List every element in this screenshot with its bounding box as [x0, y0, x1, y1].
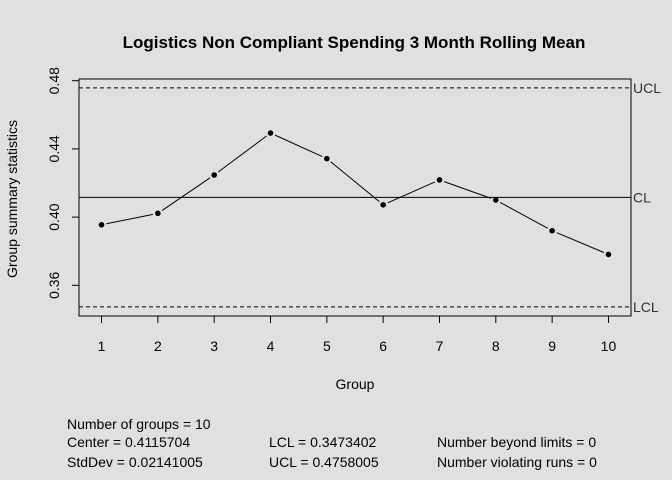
- x-axis-label: Group: [336, 376, 375, 392]
- x-axis: 1 2 3 4 5 6 7 8 9 10: [98, 315, 617, 354]
- chart-title: Logistics Non Compliant Spending 3 Month…: [123, 33, 586, 52]
- data-point: [436, 177, 443, 183]
- stats-center: Center = 0.4115704: [67, 434, 191, 450]
- series-segment: [444, 181, 492, 199]
- data-point: [98, 221, 105, 228]
- y-tick-label: 0.36: [46, 271, 62, 298]
- x-tick-label: 4: [267, 338, 275, 354]
- x-tick-label: 10: [601, 338, 617, 354]
- series-segment: [499, 202, 548, 229]
- data-point: [267, 130, 274, 136]
- x-tick-label: 7: [436, 338, 444, 354]
- series-segment: [217, 135, 267, 173]
- series-segment: [556, 232, 605, 253]
- control-limits: UCL CL LCL: [79, 80, 661, 315]
- y-tick-label: 0.48: [46, 67, 62, 94]
- y-tick-label: 0.40: [46, 203, 62, 230]
- x-tick-label: 8: [492, 338, 500, 354]
- stats-violating-runs: Number violating runs = 0: [437, 454, 597, 470]
- data-point: [493, 197, 499, 203]
- x-tick-label: 1: [98, 338, 106, 354]
- x-tick-label: 6: [379, 338, 387, 354]
- lcl-label: LCL: [633, 299, 659, 315]
- series-segment: [161, 177, 211, 211]
- series-segment: [330, 161, 380, 203]
- data-point: [380, 202, 386, 208]
- x-tick-label: 9: [548, 338, 556, 354]
- series-segment: [106, 213, 154, 225]
- x-tick-label: 5: [323, 338, 331, 354]
- data-point: [605, 251, 612, 258]
- y-axis-label: Group summary statistics: [4, 120, 20, 278]
- data-point: [549, 227, 555, 234]
- series-line: [98, 130, 612, 258]
- stats-beyond-limits: Number beyond limits = 0: [437, 434, 597, 450]
- series-segment: [274, 134, 323, 158]
- stats-groups: Number of groups = 10: [67, 416, 211, 432]
- x-tick-label: 2: [154, 338, 162, 354]
- stats-lcl: LCL = 0.3473402: [269, 434, 377, 450]
- ucl-label: UCL: [633, 80, 661, 96]
- stats-ucl: UCL = 0.4758005: [269, 454, 379, 470]
- data-point: [324, 155, 330, 162]
- y-tick-label: 0.44: [46, 135, 62, 162]
- x-tick-label: 3: [210, 338, 218, 354]
- data-point: [155, 210, 161, 217]
- series-segment: [387, 181, 436, 204]
- y-axis: 0.36 0.40 0.44 0.48: [46, 67, 80, 299]
- data-point: [211, 172, 217, 178]
- stats-stddev: StdDev = 0.02141005: [67, 454, 203, 470]
- center-label: CL: [633, 189, 651, 205]
